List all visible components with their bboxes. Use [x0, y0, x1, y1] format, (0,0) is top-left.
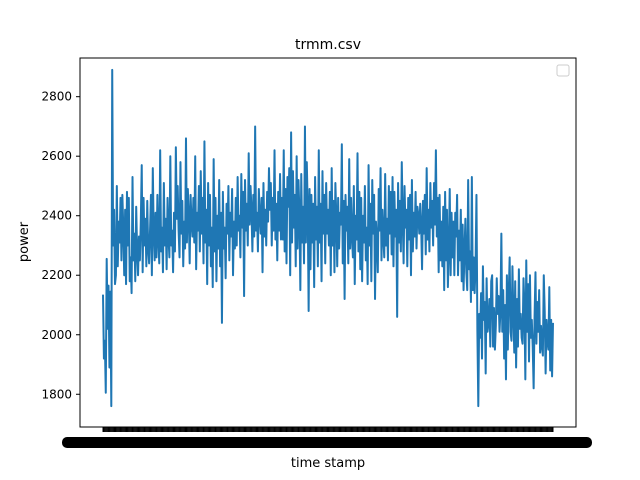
legend-box	[556, 64, 570, 77]
y-tick-label: 1800	[41, 387, 72, 401]
x-tick-labels-overlapped	[62, 437, 592, 448]
x-axis-ticks	[62, 427, 592, 448]
series-line	[102, 68, 554, 408]
y-tick-label: 2400	[41, 209, 72, 223]
y-axis-label: power	[17, 221, 32, 262]
y-tick-label: 2200	[41, 268, 72, 282]
chart-title: trmm.csv	[295, 37, 361, 53]
plot-area	[102, 68, 554, 408]
y-tick-label: 2800	[41, 90, 72, 104]
y-axis-ticks: 1800 2000 2200 2400 2600 2800	[41, 90, 80, 401]
x-axis-label: time stamp	[291, 456, 365, 471]
y-tick-label: 2000	[41, 328, 72, 342]
y-tick-label: 2600	[41, 149, 72, 163]
